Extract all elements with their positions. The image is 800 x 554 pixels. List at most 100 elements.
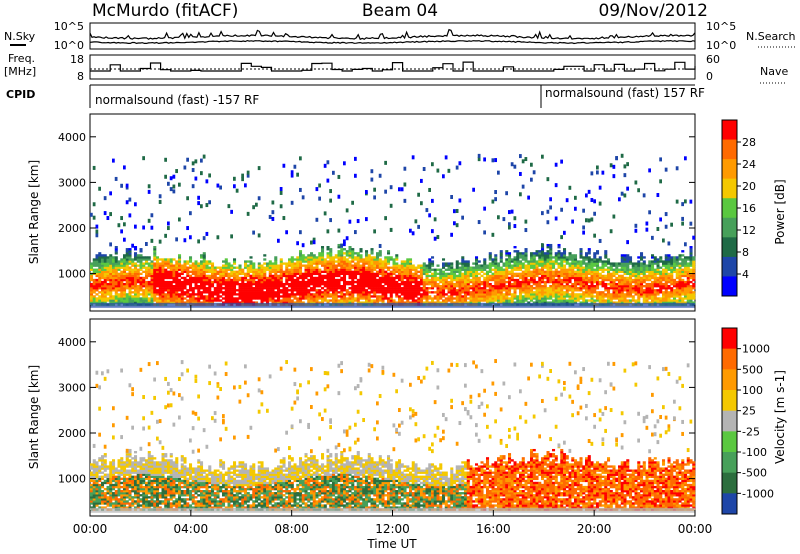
heatmap-cell [607, 289, 611, 292]
heatmap-cell [645, 289, 649, 292]
heatmap-cell [191, 280, 195, 284]
heatmap-cell [312, 301, 316, 304]
heatmap-cell [420, 266, 424, 269]
heatmap-cell [604, 282, 608, 286]
heatmap-cell [123, 291, 127, 294]
heatmap-cell [337, 268, 341, 271]
heatmap-cell [604, 274, 608, 278]
heatmap-cell [502, 264, 506, 267]
heatmap-cell [502, 301, 506, 304]
heatmap-cell [266, 278, 270, 282]
heatmap-cell [590, 280, 594, 284]
heatmap-cell [502, 276, 506, 280]
heatmap-cell [136, 258, 140, 261]
heatmap-cell [527, 289, 531, 292]
heatmap-cell [563, 272, 567, 276]
heatmap-cell [431, 287, 435, 290]
heatmap-cell [161, 289, 165, 292]
heatmap-cell [409, 280, 413, 284]
heatmap-cell [615, 297, 619, 300]
heatmap-cell [249, 260, 253, 263]
heatmap-cell [623, 254, 627, 257]
heatmap-cell [587, 258, 591, 261]
heatmap-cell [169, 293, 173, 296]
heatmap-cell [502, 287, 506, 290]
heatmap-cell [351, 282, 355, 286]
heatmap-cell [417, 280, 421, 284]
heatmap-cell [326, 178, 330, 183]
heatmap-cell [279, 291, 283, 294]
heatmap-cell [532, 293, 536, 296]
heatmap-cell [252, 205, 255, 210]
heatmap-cell [167, 221, 170, 226]
heatmap-cell [156, 282, 160, 286]
heatmap-cell [139, 301, 143, 304]
heatmap-cell [403, 182, 407, 187]
heatmap-cell [508, 264, 512, 267]
heatmap-cell [114, 248, 118, 251]
heatmap-cell [466, 289, 470, 292]
heatmap-cell [656, 297, 660, 300]
heatmap-cell [186, 278, 190, 282]
heatmap-cell [549, 301, 553, 304]
heatmap-cell [290, 258, 294, 261]
heatmap-cell [403, 198, 407, 203]
heatmap-cell [293, 264, 297, 267]
heatmap-cell [208, 297, 212, 300]
heatmap-cell [180, 297, 184, 300]
heatmap-cell [158, 270, 162, 273]
heatmap-cell [370, 266, 374, 269]
heatmap-cell [535, 264, 539, 267]
heatmap-cell [461, 280, 465, 284]
heatmap-cell [277, 264, 281, 267]
heatmap-cell [406, 260, 410, 263]
heatmap-cell [326, 270, 330, 273]
heatmap-cell [387, 274, 391, 278]
heatmap-cell [436, 289, 440, 292]
heatmap-cell [623, 280, 627, 284]
heatmap-cell [590, 217, 594, 222]
heatmap-cell [109, 260, 113, 263]
heatmap-cell [142, 225, 145, 230]
heatmap-cell [552, 260, 556, 263]
heatmap-cell [612, 270, 616, 273]
heatmap-cell [475, 264, 479, 267]
heatmap-cell [667, 295, 671, 298]
heatmap-cell [571, 266, 575, 269]
heatmap-cell [494, 295, 498, 298]
heatmap-cell [477, 289, 481, 292]
heatmap-cell [158, 262, 162, 265]
heatmap-cell [189, 289, 193, 292]
heatmap-cell [175, 272, 179, 276]
heatmap-cell [381, 268, 385, 271]
heatmap-cell [315, 187, 319, 192]
heatmap-cell [590, 299, 594, 302]
heatmap-cell [367, 280, 371, 284]
heatmap-cell [623, 268, 627, 271]
heatmap-cell [376, 272, 380, 276]
heatmap-cell [607, 278, 611, 282]
heatmap-cell [497, 264, 501, 267]
heatmap-cell [543, 299, 547, 302]
heatmap-cell [326, 252, 330, 255]
heatmap-cell [370, 262, 374, 265]
heatmap-cell [571, 219, 574, 224]
heatmap-cell [180, 270, 184, 273]
heatmap-cell [524, 282, 528, 286]
heatmap-cell [145, 260, 149, 263]
heatmap-cell [464, 293, 468, 296]
heatmap-cell [98, 268, 102, 271]
heatmap-cell [458, 291, 462, 294]
heatmap-cell [356, 258, 360, 261]
heatmap-cell [475, 274, 479, 278]
heatmap-cell [150, 278, 154, 282]
heatmap-cell [334, 285, 338, 288]
heatmap-cell [131, 258, 135, 261]
heatmap-cell [125, 252, 129, 255]
heatmap-cell [585, 278, 589, 282]
heatmap-cell [348, 291, 352, 294]
heatmap-cell [219, 287, 223, 290]
heatmap-cell [513, 301, 517, 304]
heatmap-cell [420, 287, 424, 290]
heatmap-cell [524, 264, 528, 267]
